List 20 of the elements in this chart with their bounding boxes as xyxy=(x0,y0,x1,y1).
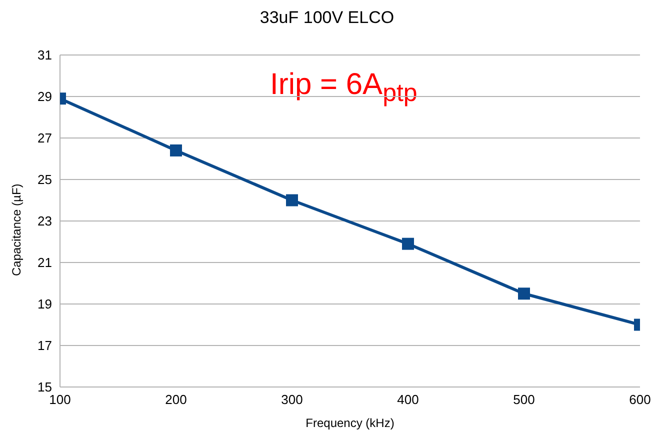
y-axis-title: Capacitance (µF) xyxy=(9,184,24,276)
y-tick-label: 25 xyxy=(38,172,52,188)
y-tick-label: 17 xyxy=(38,338,52,354)
x-axis-title: Frequency (kHz) xyxy=(306,416,394,430)
y-tick-label: 21 xyxy=(38,255,52,270)
x-tick-label: 300 xyxy=(281,392,303,408)
x-tick-label: 400 xyxy=(397,392,419,408)
y-tick-label: 15 xyxy=(38,380,52,395)
x-tick-label: 600 xyxy=(629,392,651,408)
chart-title: 33uF 100V ELCO xyxy=(258,8,396,28)
y-tick-label: 23 xyxy=(38,214,52,229)
point xyxy=(286,194,298,206)
y-tick-label: 31 xyxy=(38,48,52,63)
x-tick-label: 100 xyxy=(49,392,71,408)
y-tick-label: 19 xyxy=(38,296,52,312)
y-tick-label: 29 xyxy=(38,89,52,104)
point xyxy=(402,238,414,250)
y-tick-label: 27 xyxy=(38,130,52,146)
x-tick-label: 500 xyxy=(513,392,535,408)
x-tick-label: 200 xyxy=(165,392,187,408)
